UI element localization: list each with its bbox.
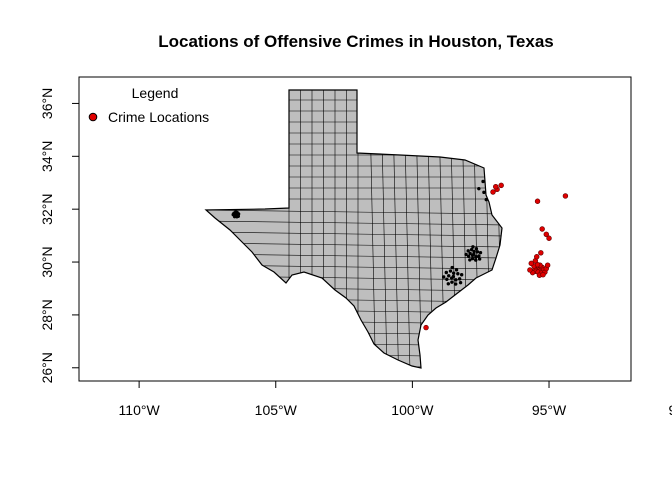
- county-line: [206, 242, 502, 248]
- urban-county-mark: [470, 253, 475, 258]
- urban-county-mark: [454, 278, 458, 282]
- urban-county-mark: [482, 190, 486, 195]
- urban-county-mark: [445, 277, 449, 281]
- crime-location-point: [534, 254, 540, 260]
- legend: Legend Crime Locations: [88, 85, 209, 125]
- urban-county-mark: [446, 282, 451, 286]
- legend-title: Legend: [132, 85, 179, 101]
- x-tick-label: 90°W: [668, 402, 672, 418]
- y-tick-label: 28°N: [39, 299, 55, 330]
- y-axis: 26°N 28°N 30°N 32°N 34°N 36°N: [39, 88, 79, 383]
- crime-location-point: [562, 193, 569, 199]
- crime-location-point: [423, 324, 429, 331]
- crime-location-point: [540, 272, 546, 278]
- x-tick-label: 100°W: [391, 402, 434, 418]
- urban-county-mark: [468, 258, 472, 262]
- urban-county-mark: [451, 271, 456, 275]
- urban-county-mark: [468, 251, 472, 256]
- crime-location-point: [528, 260, 534, 267]
- urban-county-mark: [454, 282, 458, 286]
- urban-county-mark: [478, 250, 483, 255]
- urban-county-mark: [459, 273, 464, 277]
- crime-location-point: [539, 226, 545, 232]
- urban-county-mark: [474, 255, 478, 259]
- plot-frame: [78, 76, 632, 382]
- y-tick-label: 26°N: [39, 352, 55, 383]
- y-tick-label: 30°N: [39, 246, 55, 277]
- urban-county-mark: [456, 272, 460, 276]
- urban-county-mark: [466, 249, 470, 253]
- urban-county-mark: [457, 277, 462, 281]
- crime-points: [423, 182, 569, 331]
- urban-county-mark: [450, 280, 454, 284]
- legend-marker: [88, 112, 98, 122]
- urban-county-mark: [470, 256, 475, 261]
- urban-county-mark: [236, 214, 240, 218]
- crime-location-point: [546, 235, 552, 241]
- crime-location-point: [498, 182, 504, 189]
- crime-location-point: [534, 198, 541, 204]
- urban-county-mark: [469, 247, 474, 252]
- urban-county-mark: [481, 179, 485, 184]
- y-tick-label: 34°N: [39, 141, 55, 172]
- crime-location-point: [538, 250, 544, 256]
- urban-county-mark: [231, 212, 235, 217]
- crime-location-point: [543, 231, 549, 237]
- crime-location-point: [544, 262, 551, 268]
- urban-county-mark: [474, 247, 479, 251]
- urban-county-mark: [234, 210, 238, 214]
- urban-county-mark: [444, 270, 449, 275]
- urban-county-mark: [477, 254, 481, 258]
- legend-label: Crime Locations: [108, 109, 209, 125]
- x-tick-label: 95°W: [532, 402, 567, 418]
- urban-county-mark: [484, 197, 488, 202]
- urban-county-mark: [454, 268, 459, 272]
- urban-county-mark: [441, 275, 446, 279]
- crime-location-point: [493, 184, 499, 190]
- crime-location-point: [527, 267, 533, 273]
- urban-county-mark: [472, 249, 476, 254]
- urban-county-mark: [466, 254, 471, 258]
- urban-county-mark: [447, 274, 451, 278]
- urban-county-mark: [449, 276, 454, 280]
- urban-county-mark: [474, 258, 478, 262]
- x-tick-label: 105°W: [255, 402, 298, 418]
- urban-county-mark: [471, 245, 475, 249]
- urban-county-mark: [477, 257, 482, 261]
- county-line: [206, 231, 502, 237]
- texas-state-outline: [204, 89, 503, 369]
- urban-county-mark: [464, 252, 468, 257]
- crime-location-point: [490, 189, 496, 195]
- y-tick-label: 36°N: [39, 88, 55, 119]
- urban-county-mark: [458, 280, 463, 285]
- urban-county-mark: [450, 265, 454, 270]
- urban-county-mark: [448, 269, 453, 273]
- x-axis: 110°W 105°W 100°W 95°W 90°W: [119, 381, 672, 418]
- county-line: [206, 220, 502, 226]
- county-line: [206, 209, 502, 215]
- x-tick-label: 110°W: [119, 402, 161, 418]
- y-tick-label: 32°N: [39, 194, 55, 225]
- chart-title: Locations of Offensive Crimes in Houston…: [158, 32, 553, 51]
- urban-county-mark: [475, 250, 480, 254]
- urban-county-mark: [477, 186, 481, 191]
